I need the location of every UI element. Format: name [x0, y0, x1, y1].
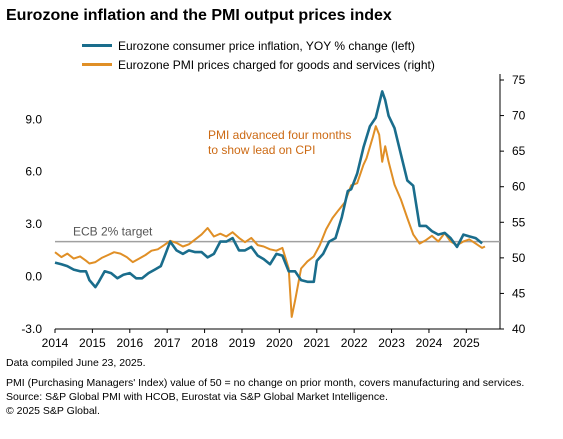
- x-tick-label: 2015: [79, 336, 106, 350]
- y-right-tick-label: 55: [512, 215, 526, 229]
- y-left-tick-label: -3.0: [21, 322, 42, 336]
- x-tick-label: 2017: [154, 336, 181, 350]
- y-right-tick-label: 40: [512, 322, 526, 336]
- series-line-pmi: [54, 125, 486, 318]
- x-tick-label: 2021: [303, 336, 330, 350]
- y-right-tick-label: 45: [512, 286, 526, 300]
- y-right-tick-label: 50: [512, 251, 526, 265]
- y-left-tick-label: 9.0: [25, 112, 42, 126]
- x-tick-label: 2016: [116, 336, 143, 350]
- y-right-tick-label: 75: [512, 73, 526, 87]
- y-left-tick-label: 0.0: [25, 270, 42, 284]
- x-tick-label: 2014: [42, 336, 69, 350]
- legend-item-pmi: Eurozone PMI prices charged for goods an…: [82, 58, 435, 72]
- chart-axes: 2014 2015 2016 2017 2018 2019 2020 2021 2022 2023…: [21, 73, 525, 350]
- x-tick-label: 2018: [191, 336, 218, 350]
- x-tick-label: 2023: [378, 336, 405, 350]
- y-left-tick-label: 6.0: [25, 165, 42, 179]
- x-tick-label: 2024: [416, 336, 443, 350]
- annotation-line-1: PMI advanced four months: [208, 128, 351, 142]
- footer-note: PMI (Purchasing Managers' Index) value o…: [6, 377, 525, 389]
- y-right-tick-label: 60: [512, 180, 526, 194]
- x-tick-label: 2019: [229, 336, 256, 350]
- ecb-target-label: ECB 2% target: [73, 225, 153, 239]
- y-right-tick-label: 70: [512, 109, 526, 123]
- x-tick-label: 2020: [266, 336, 293, 350]
- chart-title: Eurozone inflation and the PMI output pr…: [6, 7, 392, 24]
- legend-swatch-pmi: [82, 63, 112, 67]
- legend-label-cpi: Eurozone consumer price inflation, YOY %…: [118, 39, 416, 53]
- x-tick-label: 2025: [453, 336, 480, 350]
- footer-compiled: Data compiled June 23, 2025.: [6, 357, 146, 369]
- y-right-tick-label: 65: [512, 144, 526, 158]
- chart-series-layer: [54, 90, 486, 318]
- y-left-tick-label: 3.0: [25, 217, 42, 231]
- legend-item-cpi: Eurozone consumer price inflation, YOY %…: [82, 39, 415, 53]
- footer-source: Source: S&P Global PMI with HCOB, Eurost…: [6, 391, 388, 403]
- legend-swatch-cpi: [82, 44, 112, 48]
- annotation-line-2: to show lead on CPI: [208, 143, 315, 157]
- legend-label-pmi: Eurozone PMI prices charged for goods an…: [118, 58, 435, 72]
- series-line-cpi: [54, 90, 483, 289]
- chart-plot: 2014 2015 2016 2017 2018 2019 2020 2021 2022 2023…: [21, 73, 525, 350]
- footer-copyright: © 2025 S&P Global.: [6, 405, 100, 417]
- x-tick-label: 2022: [341, 336, 368, 350]
